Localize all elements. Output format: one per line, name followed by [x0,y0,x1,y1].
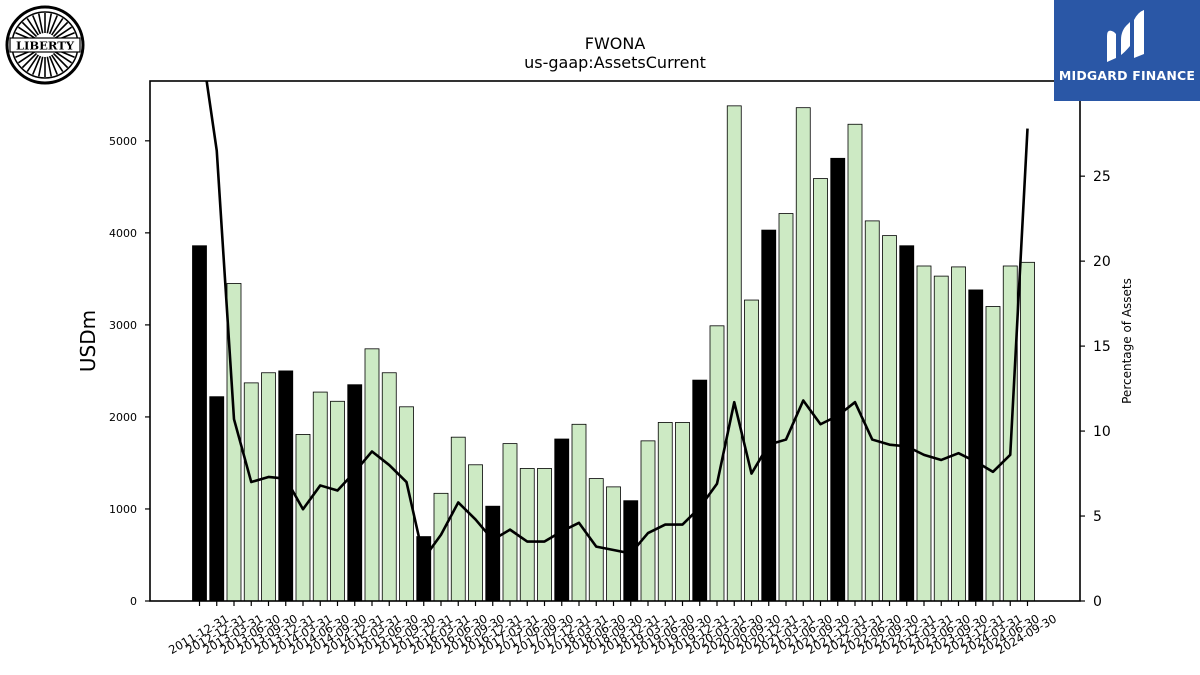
y-tick-label: 1000 [109,503,137,516]
bar-2022-12-31 [899,245,915,602]
bar-2015-12-31 [416,536,432,602]
bar-2022-03-31 [847,123,863,602]
bar-2022-06-30 [864,220,880,602]
bar-2014-12-31 [347,384,363,602]
bar-2021-03-31 [778,213,794,602]
bar-2017-09-30 [537,468,552,602]
bar-2017-03-31 [502,443,518,602]
y-tick-label: 2000 [109,411,137,424]
y-axis-label: USDm [76,310,100,372]
chart-title: FWONA [585,34,646,53]
bar-2020-12-31 [761,229,777,602]
midgard-finance-logo: MIDGARD FINANCE [1054,0,1200,101]
svg-text:LIBERTY: LIBERTY [16,39,75,53]
y2-axis-label: Percentage of Assets [1120,278,1134,404]
midgard-mark-icon [1107,10,1144,62]
bar-2023-03-31 [916,265,932,602]
y2-tick-label: 10 [1093,424,1111,440]
bar-2016-12-31 [485,505,501,602]
bar-2021-06-30 [795,107,811,602]
brand-name: MIDGARD FINANCE [1058,68,1196,83]
y-tick-label: 4000 [109,227,137,240]
bar-2019-09-30 [675,422,690,602]
y2-tick-label: 20 [1093,254,1111,270]
y2-tick-label: 15 [1093,339,1111,355]
bar-2016-09-30 [468,464,483,602]
bar-2017-06-30 [519,468,535,602]
plot-frame [149,80,1081,602]
y2-tick-label: 5 [1093,509,1102,525]
y-tick-label: 0 [130,595,137,608]
y2-tick-label: 25 [1093,169,1111,185]
y-tick-label: 3000 [109,319,137,332]
line-layer [205,81,1029,560]
bar-2015-03-31 [364,348,380,602]
bar-2014-09-30 [330,400,345,602]
bar-2023-12-31 [968,289,984,602]
bar-2015-06-30 [381,372,397,602]
bar-2020-06-30 [726,105,742,602]
bar-2023-09-30 [951,266,966,602]
bar-2016-03-31 [433,492,449,602]
bar-2023-06-30 [933,275,949,602]
bar-2012-12-31 [209,396,225,602]
bar-2022-09-30 [882,235,897,602]
bar-2024-09-30 [1020,261,1035,602]
bar-2011-12-31 [192,245,207,602]
bar-2017-12-31 [554,438,570,602]
liberty-logo: LIBERTY [5,5,85,89]
bar-2014-06-30 [312,391,328,602]
bar-2014-03-31 [295,434,311,602]
bar-2016-06-30 [450,436,466,602]
bar-2013-09-30 [261,372,276,602]
bar-2018-12-31 [623,500,639,602]
bar-2013-06-30 [243,382,259,602]
bar-2021-12-31 [830,157,846,602]
axes-layer: 0100020003000400050000510152025302011-12… [109,80,1111,657]
bar-2024-03-31 [985,306,1001,602]
bar-2018-09-30 [606,486,621,602]
y-tick-label: 5000 [109,135,137,148]
bar-2019-03-31 [640,440,656,602]
percentage-line [205,81,1029,560]
bar-2018-03-31 [571,423,587,602]
bar-2021-09-30 [813,178,828,602]
bar-2019-06-30 [657,422,673,602]
bar-2019-12-31 [692,379,708,602]
bars-layer [192,105,1035,602]
y2-tick-label: 0 [1093,594,1102,610]
chart-subtitle: us-gaap:AssetsCurrent [524,53,706,72]
